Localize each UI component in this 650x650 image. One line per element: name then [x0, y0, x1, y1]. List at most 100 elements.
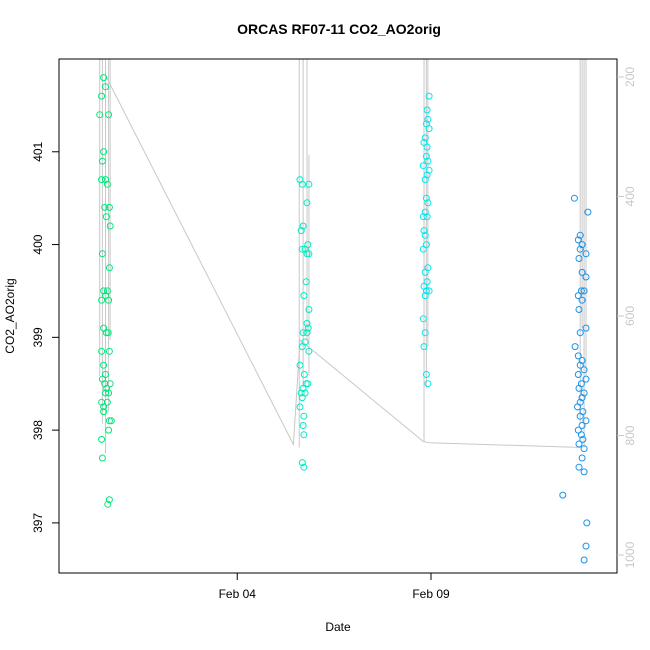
data-point — [100, 148, 108, 156]
data-point — [576, 231, 584, 239]
data-point — [105, 426, 113, 434]
data-point — [578, 357, 586, 364]
data-point — [575, 384, 583, 392]
data-point — [421, 176, 429, 184]
data-point — [421, 134, 429, 142]
data-point — [107, 417, 115, 425]
data-point — [419, 213, 427, 221]
data-point — [424, 115, 432, 123]
data-point — [584, 208, 592, 216]
data-point — [422, 287, 430, 295]
data-point — [421, 268, 429, 276]
data-point — [102, 329, 110, 337]
data-point — [300, 292, 308, 300]
data-point — [582, 250, 590, 258]
data-point — [105, 496, 113, 504]
data-point — [98, 157, 106, 165]
data-point — [100, 403, 108, 411]
data-point — [423, 213, 431, 221]
data-point — [105, 389, 113, 397]
data-point — [421, 231, 429, 239]
data-point — [421, 329, 429, 337]
data-point — [577, 431, 585, 439]
data-point — [574, 292, 582, 300]
data-point — [105, 264, 113, 272]
data-point — [100, 361, 108, 369]
data-point — [303, 329, 311, 337]
data-point — [299, 422, 307, 429]
x-tick-label: Feb 09 — [412, 587, 450, 601]
data-point — [422, 152, 430, 160]
y-tick-label: 398 — [31, 420, 45, 440]
data-point — [424, 157, 432, 165]
data-point — [580, 468, 588, 476]
x-axis-title: Date — [325, 620, 351, 634]
data-point — [103, 180, 111, 188]
data-point — [580, 445, 588, 453]
y-tick-label: 400 — [31, 234, 45, 254]
data-point — [103, 287, 111, 295]
data-point — [98, 435, 106, 443]
data-point — [576, 412, 584, 420]
data-point — [304, 324, 312, 332]
data-point — [104, 329, 112, 337]
data-point — [298, 343, 306, 351]
data-point — [423, 143, 431, 151]
data-point — [575, 463, 583, 471]
data-point — [574, 426, 582, 434]
data-point — [98, 250, 106, 258]
data-point — [298, 459, 306, 467]
data-point — [425, 125, 433, 133]
data-point — [576, 245, 584, 253]
data-point — [106, 380, 114, 388]
data-point — [574, 371, 582, 378]
data-point — [422, 371, 430, 378]
data-point — [582, 375, 590, 383]
data-point — [305, 250, 313, 258]
data-point — [580, 556, 588, 564]
data-point — [576, 361, 584, 369]
data-point — [580, 287, 588, 295]
data-point — [300, 463, 308, 471]
data-point — [105, 417, 113, 425]
data-point — [104, 500, 112, 508]
data-point — [300, 412, 308, 420]
chart-title: ORCAS RF07-11 CO2_AO2orig — [237, 21, 441, 37]
y-tick-label: 399 — [31, 327, 45, 347]
data-point — [298, 394, 306, 402]
data-point — [425, 92, 433, 100]
data-point — [425, 166, 433, 174]
data-point — [300, 371, 308, 378]
data-point — [578, 394, 586, 402]
data-point — [103, 384, 111, 392]
data-point — [102, 83, 109, 91]
data-point — [575, 440, 583, 448]
data-point — [103, 398, 111, 406]
data-point — [421, 208, 429, 216]
data-point — [578, 454, 586, 462]
data-point — [298, 180, 306, 188]
data-point — [102, 176, 109, 184]
data-point — [424, 199, 432, 207]
data-point — [579, 435, 587, 443]
data-point — [424, 380, 432, 388]
data-point — [105, 296, 113, 304]
y-tick-label: 397 — [31, 513, 45, 533]
data-point — [575, 255, 583, 262]
data-point — [297, 389, 305, 397]
data-point — [106, 222, 114, 230]
data-point — [296, 403, 304, 411]
data-point — [425, 287, 433, 295]
data-point — [299, 222, 307, 230]
data-point — [420, 227, 428, 235]
data-point — [578, 241, 586, 249]
data-point — [101, 203, 109, 211]
data-point — [574, 236, 582, 244]
data-point — [419, 162, 427, 170]
data-point — [100, 408, 108, 416]
y-tick-label: 401 — [31, 141, 45, 161]
y2-tick-label: 1000 — [623, 541, 637, 568]
data-point — [305, 347, 313, 355]
pressure-line — [105, 76, 583, 448]
data-point — [582, 273, 590, 281]
